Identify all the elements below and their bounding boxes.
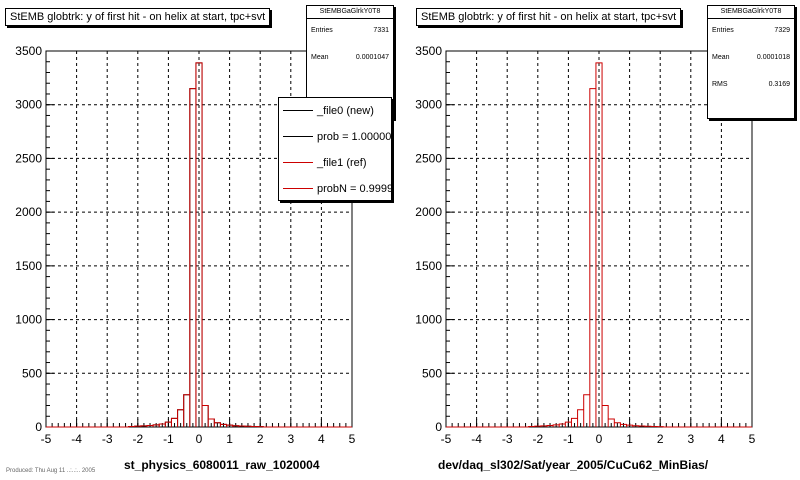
right-histogram-chart: -5 -4 -3 -2 -1 0 1 2 3 4 5 0 500 1000 1500 2000 2500 3000… <box>415 44 756 446</box>
right-stats-rms-row: RMS 0.3169 <box>708 81 794 88</box>
right-x-tick-label: -1 <box>563 432 574 446</box>
right-stats-rms-label: RMS <box>712 81 728 88</box>
legend-swatch-file0 <box>283 110 313 111</box>
left-x-tick-label: -2 <box>132 432 143 446</box>
right-x-tick-label: 5 <box>749 432 756 446</box>
left-x-tick-label: -3 <box>102 432 113 446</box>
right-x-tick-label: 2 <box>657 432 664 446</box>
right-y-tick-label: 0 <box>435 420 442 434</box>
left-x-tick-label: 0 <box>196 432 203 446</box>
left-x-tick-label: 5 <box>349 432 356 446</box>
left-stats-entries-value: 7331 <box>373 27 389 34</box>
right-x-tick-label: -3 <box>502 432 513 446</box>
legend-swatch-file1 <box>283 162 313 163</box>
right-y-tick-label: 1500 <box>415 259 442 273</box>
right-chart-title: StEMB globtrk: y of first hit - on helix… <box>416 8 682 26</box>
right-series-0-outline <box>446 62 752 428</box>
footer-timestamp: Produced: Thu Aug 11 ..:..:.. 2005 <box>6 468 96 474</box>
legend-swatch-prob <box>283 136 313 137</box>
right-stats-rms-value: 0.3169 <box>768 81 790 88</box>
right-x-tick-label: -5 <box>441 432 452 446</box>
right-stats-box: StEMBGaGlrkY0T8 Entries 7329 Mean 0.0001… <box>707 5 795 119</box>
left-legend: _file0 (new) prob = 1.000000 _file1 (ref… <box>278 97 392 201</box>
right-x-tick-label: 3 <box>687 432 694 446</box>
legend-swatch-probn <box>283 188 313 189</box>
left-x-tick-label: 3 <box>287 432 294 446</box>
right-y-tick-label: 500 <box>422 366 442 380</box>
legend-label-prob: prob = 1.000000 <box>317 131 392 143</box>
left-x-tick-label: 1 <box>226 432 233 446</box>
left-series-1-outline <box>46 62 352 428</box>
left-x-tick-label: -5 <box>41 432 52 446</box>
left-stats-entries-row: Entries 7331 <box>307 27 393 34</box>
left-stats-entries-label: Entries <box>311 27 333 34</box>
left-x-axis-label: st_physics_6080011_raw_1020004 <box>124 458 320 472</box>
left-y-tick-label: 3500 <box>15 44 42 58</box>
left-chart-title: StEMB globtrk: y of first hit - on helix… <box>5 8 271 26</box>
right-y-tick-label: 1000 <box>415 313 442 327</box>
left-x-tick-label: 2 <box>257 432 264 446</box>
left-stats-mean-row: Mean 0.0001047 <box>307 54 393 61</box>
right-y-tick-label: 2000 <box>415 205 442 219</box>
right-stats-mean-value: 0.0001018 <box>756 54 790 61</box>
legend-item-prob: prob = 1.000000 <box>279 124 391 150</box>
legend-item-file1: _file1 (ref) <box>279 150 391 176</box>
right-histogram-panel: -5 -4 -3 -2 -1 0 1 2 3 4 5 0 500 1000 1500 2000 2500 3000… <box>400 0 800 480</box>
left-y-tick-label: 2000 <box>15 205 42 219</box>
left-stats-name: StEMBGaGlrkY0T8 <box>307 6 393 19</box>
left-y-tick-label: 500 <box>22 366 42 380</box>
left-y-tick-label: 0 <box>35 420 42 434</box>
legend-label-probn: probN = 0.999911 <box>317 183 392 195</box>
left-y-tick-label: 1500 <box>15 259 42 273</box>
legend-item-file0: _file0 (new) <box>279 98 391 124</box>
right-stats-entries-row: Entries 7329 <box>708 27 794 34</box>
left-y-tick-label: 3000 <box>15 98 42 112</box>
left-x-tick-label: -4 <box>71 432 82 446</box>
legend-label-file1: _file1 (ref) <box>317 157 367 169</box>
right-stats-entries-label: Entries <box>712 27 734 34</box>
right-y-tick-label: 3000 <box>415 98 442 112</box>
right-stats-entries-value: 7329 <box>774 27 790 34</box>
legend-item-probn: probN = 0.999911 <box>279 176 392 200</box>
right-x-tick-label: 1 <box>626 432 633 446</box>
right-x-tick-label: 4 <box>718 432 725 446</box>
right-x-tick-label: 0 <box>596 432 603 446</box>
left-x-tick-label: 4 <box>318 432 325 446</box>
right-y-tick-label: 2500 <box>415 151 442 165</box>
right-x-axis-label: dev/daq_sl302/Sat/year_2005/CuCu62_MinBi… <box>438 458 709 472</box>
left-x-tick-label: -1 <box>163 432 174 446</box>
left-stats-mean-value: 0.0001047 <box>355 54 389 61</box>
right-stats-mean-label: Mean <box>712 54 730 61</box>
legend-label-file0: _file0 (new) <box>317 105 374 117</box>
left-y-tick-label: 1000 <box>15 313 42 327</box>
right-stats-name: StEMBGaGlrkY0T8 <box>708 6 794 19</box>
left-histogram-panel: -5 -4 -3 -2 -1 0 1 2 3 4 5 0 500 1000 1500 2000 2500 3000… <box>5 5 394 472</box>
right-x-tick-label: -2 <box>532 432 543 446</box>
right-x-tick-label: -4 <box>471 432 482 446</box>
left-y-tick-label: 2500 <box>15 151 42 165</box>
right-y-tick-label: 3500 <box>415 44 442 58</box>
left-stats-mean-label: Mean <box>311 54 329 61</box>
right-stats-mean-row: Mean 0.0001018 <box>708 54 794 61</box>
